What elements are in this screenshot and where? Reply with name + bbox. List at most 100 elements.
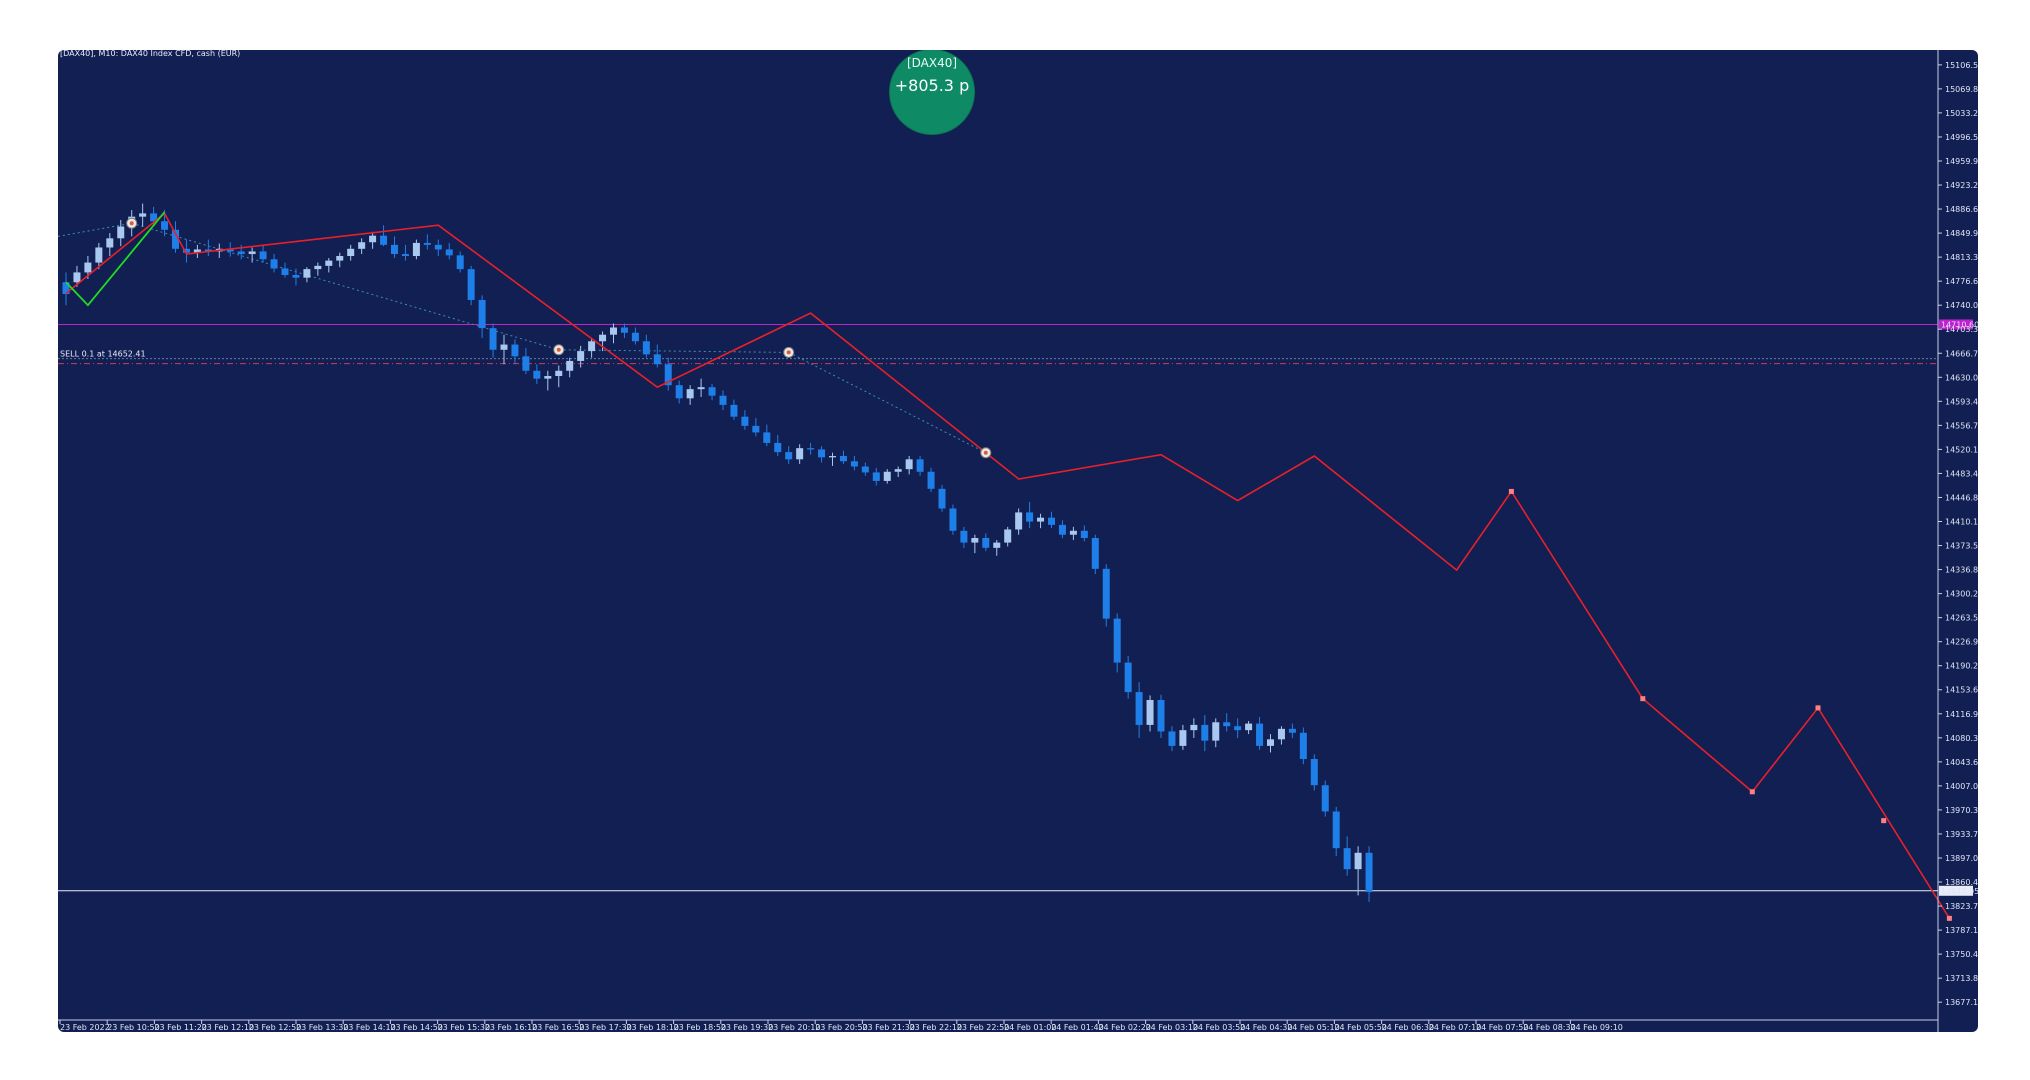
- current-price-label: 13847.05: [1941, 887, 1978, 896]
- candle-body: [982, 538, 990, 548]
- candle-body: [380, 235, 388, 245]
- trade-connector: [558, 349, 789, 353]
- candle-body: [599, 334, 607, 342]
- time-tick-label: 23 Feb 19:30: [721, 1023, 773, 1032]
- price-tick-label: 14849.95: [1945, 229, 1978, 238]
- price-tick-label: 14593.40: [1945, 397, 1978, 406]
- time-tick-label: 24 Feb 07:50: [1476, 1023, 1528, 1032]
- candle-body: [1267, 739, 1274, 746]
- candle-body: [73, 272, 81, 283]
- candle-body: [347, 248, 355, 257]
- time-tick-label: 23 Feb 17:30: [579, 1023, 631, 1032]
- candle-body: [391, 244, 398, 255]
- candle-body: [631, 332, 639, 342]
- candle-body: [664, 364, 672, 386]
- candle-body: [445, 249, 453, 256]
- price-tick-label: 14959.90: [1945, 157, 1978, 166]
- zigzag-pivot: [1749, 789, 1755, 795]
- candle-body: [829, 456, 836, 458]
- candle-body: [752, 425, 760, 433]
- candle-body: [226, 248, 234, 252]
- candle-body: [204, 249, 212, 252]
- time-tick-label: 23 Feb 12:50: [249, 1023, 301, 1032]
- price-tick-label: 13860.40: [1945, 878, 1978, 887]
- candle-body: [434, 244, 442, 250]
- time-tick-label: 24 Feb 07:10: [1429, 1023, 1481, 1032]
- price-tick-label: 14996.55: [1945, 133, 1978, 142]
- candle-body: [1004, 529, 1012, 543]
- price-tick-label: 14740.00: [1945, 301, 1978, 310]
- price-tick-label: 15069.85: [1945, 85, 1978, 94]
- price-tick-label: 14373.50: [1945, 542, 1978, 551]
- zigzag-start-line: [65, 211, 166, 307]
- candle-body: [314, 265, 322, 270]
- time-tick-label: 24 Feb 05:10: [1287, 1023, 1339, 1032]
- candle-body: [423, 242, 431, 245]
- badge-points: +805.3 p: [894, 76, 970, 95]
- candle-body: [785, 452, 793, 460]
- magenta-level-label: 14710.60: [1941, 320, 1978, 329]
- candle-body: [281, 268, 289, 276]
- candle-body: [106, 238, 114, 248]
- price-tick-label: 14483.45: [1945, 469, 1978, 478]
- price-tick-label: 14630.05: [1945, 373, 1978, 382]
- candle-body: [807, 448, 815, 450]
- price-tick-label: 14923.25: [1945, 181, 1978, 190]
- candle-body: [303, 269, 311, 278]
- zigzag-pivot: [1881, 818, 1887, 824]
- candle-body: [139, 213, 147, 217]
- price-tick-label: 15106.50: [1945, 61, 1978, 70]
- price-tick-label: 14263.55: [1945, 614, 1978, 623]
- price-tick-label: 13787.10: [1945, 926, 1978, 935]
- candle-body: [248, 251, 256, 255]
- time-tick-label: 24 Feb 03:50: [1193, 1023, 1245, 1032]
- candle-body: [1310, 758, 1318, 786]
- time-tick-label: 23 Feb 20:10: [768, 1023, 820, 1032]
- candle-body: [1026, 512, 1034, 522]
- candle-body: [336, 256, 344, 261]
- candle-body: [1277, 728, 1285, 740]
- candle-body: [1354, 852, 1362, 870]
- time-tick-label: 23 Feb 22:50: [957, 1023, 1009, 1032]
- time-tick-label: 24 Feb 02:20: [1098, 1023, 1150, 1032]
- price-tick-label: 14080.30: [1945, 734, 1978, 743]
- candle-body: [1091, 538, 1099, 569]
- candle-body: [62, 282, 70, 295]
- price-tick-label: 14446.80: [1945, 493, 1978, 502]
- time-tick-label: 23 Feb 2022: [60, 1023, 110, 1032]
- price-tick-label: 14116.95: [1945, 710, 1978, 719]
- candle-body: [84, 262, 92, 273]
- candle-body: [489, 328, 497, 350]
- candle-body: [861, 466, 869, 473]
- candle-body: [478, 299, 486, 329]
- candle-body: [916, 459, 924, 472]
- candle-body: [905, 459, 913, 470]
- price-tick-label: 14813.30: [1945, 253, 1978, 262]
- candle-body: [117, 226, 125, 239]
- candle-body: [796, 448, 804, 460]
- time-tick-label: 24 Feb 08:30: [1523, 1023, 1575, 1032]
- zigzag-pivot: [1508, 488, 1514, 494]
- order-label: SELL 0.1 at 14652.41: [60, 350, 146, 359]
- price-tick-label: 14300.20: [1945, 590, 1978, 599]
- candle-body: [697, 387, 705, 390]
- candle-body: [369, 235, 377, 243]
- candle-body: [259, 251, 267, 260]
- price-tick-label: 15033.20: [1945, 109, 1978, 118]
- profit-badge: [DAX40] +805.3 p: [890, 50, 974, 134]
- price-tick-label: 14520.10: [1945, 445, 1978, 454]
- time-tick-label: 23 Feb 11:20: [154, 1023, 206, 1032]
- candle-body: [839, 456, 847, 462]
- candle-body: [1332, 811, 1340, 849]
- candle-body: [358, 242, 366, 249]
- candle-body: [1113, 618, 1121, 663]
- price-tick-label: 14007.00: [1945, 782, 1978, 791]
- price-chart[interactable]: [DAX40], M10: DAX40 Index CFD, cash (EUR…: [58, 50, 1978, 1032]
- candle-body: [675, 385, 683, 399]
- price-tick-label: 14153.60: [1945, 686, 1978, 695]
- price-tick-label: 14666.70: [1945, 349, 1978, 358]
- price-tick-label: 13713.80: [1945, 974, 1978, 983]
- candle-body: [511, 344, 519, 357]
- price-tick-label: 14190.25: [1945, 662, 1978, 671]
- price-tick-label: 13823.75: [1945, 902, 1978, 911]
